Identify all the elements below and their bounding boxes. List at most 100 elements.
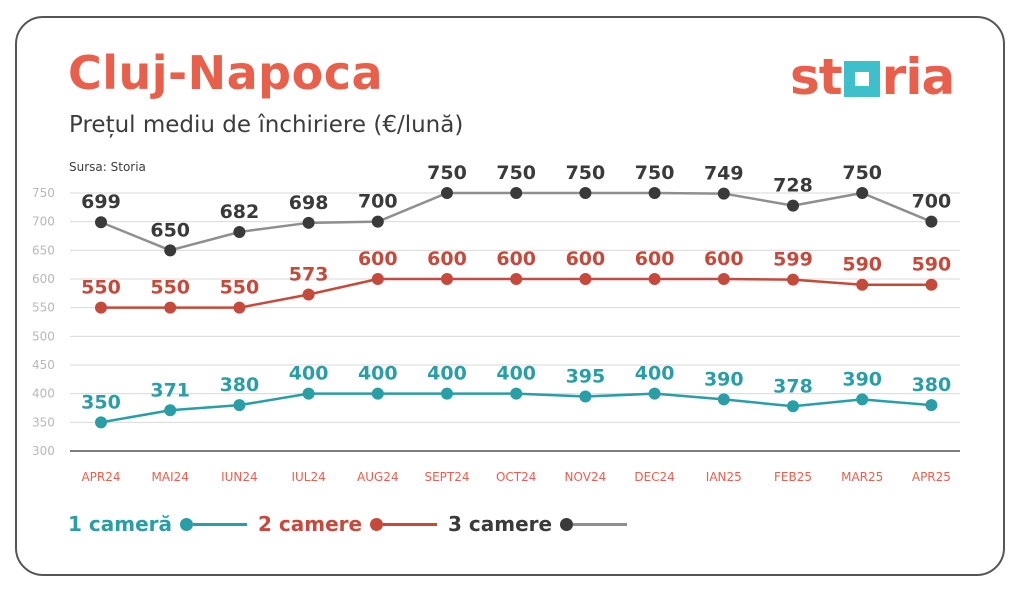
data-label-two-rooms: 600: [635, 248, 675, 270]
point-three-rooms: [925, 215, 938, 228]
point-one-room: [579, 390, 592, 403]
data-label-two-rooms: 600: [427, 248, 467, 270]
data-label-one-room: 395: [566, 366, 606, 388]
data-label-one-room: 400: [289, 363, 329, 385]
point-two-rooms: [95, 301, 107, 314]
point-one-room: [648, 387, 661, 400]
legend-label-two-rooms: 2 camere: [258, 512, 363, 536]
point-two-rooms: [579, 273, 592, 285]
y-tick-label: 600: [32, 272, 55, 286]
data-label-two-rooms: 599: [773, 249, 813, 271]
data-label-three-rooms: 699: [81, 191, 121, 213]
storia-logo: st ria: [790, 48, 956, 106]
point-two-rooms: [856, 278, 869, 291]
legend-marker-one-room: [180, 517, 193, 531]
x-tick-label: FEB25: [774, 470, 812, 484]
data-label-three-rooms: 750: [635, 162, 675, 184]
point-one-room: [510, 387, 523, 400]
x-tick-label: APR25: [912, 470, 951, 484]
point-one-room: [371, 387, 384, 400]
y-tick-label: 450: [32, 358, 55, 372]
x-tick-label: AUG24: [357, 470, 399, 484]
point-three-rooms: [787, 199, 799, 212]
legend-line-three-rooms: [573, 522, 628, 526]
point-three-rooms: [579, 187, 592, 199]
legend-marker-three-rooms: [560, 517, 574, 531]
point-one-room: [856, 393, 869, 406]
point-two-rooms: [302, 288, 315, 301]
data-label-one-room: 380: [220, 374, 260, 396]
y-tick-label: 300: [32, 444, 55, 458]
point-two-rooms: [925, 278, 938, 291]
data-label-one-room: 400: [635, 363, 675, 385]
logo-text-start: st: [790, 48, 843, 106]
point-two-rooms: [510, 273, 523, 285]
point-three-rooms: [856, 187, 869, 199]
x-tick-label: IAN25: [706, 470, 742, 484]
data-label-one-room: 400: [496, 363, 536, 385]
data-label-three-rooms: 749: [704, 163, 744, 185]
x-tick-label: NOV24: [565, 470, 607, 484]
legend-two-rooms: 2 camere: [258, 512, 438, 536]
data-label-three-rooms: 750: [842, 162, 882, 184]
legend-three-rooms: 3 camere: [448, 512, 628, 536]
point-one-room: [233, 399, 246, 412]
legend-label-one-room: 1 cameră: [68, 512, 172, 536]
data-label-two-rooms: 573: [289, 263, 329, 285]
data-label-one-room: 390: [704, 368, 744, 390]
point-one-room: [302, 387, 315, 400]
data-label-two-rooms: 590: [912, 254, 952, 276]
x-tick-label: DEC24: [634, 470, 674, 484]
point-two-rooms: [717, 273, 730, 285]
y-tick-label: 700: [32, 215, 55, 229]
x-tick-label: OCT24: [496, 470, 536, 484]
point-one-room: [787, 400, 799, 413]
point-three-rooms: [717, 187, 730, 200]
data-label-one-room: 380: [912, 374, 952, 396]
y-tick-label: 350: [32, 415, 55, 429]
x-tick-label: IUN24: [221, 470, 258, 484]
point-three-rooms: [164, 244, 177, 257]
point-three-rooms: [233, 225, 246, 238]
point-one-room: [717, 393, 730, 406]
point-one-room: [164, 404, 177, 417]
data-label-one-room: 378: [773, 375, 813, 397]
data-label-three-rooms: 750: [496, 162, 536, 184]
x-tick-label: IUL24: [291, 470, 325, 484]
legend-marker-two-rooms: [370, 517, 384, 531]
data-label-two-rooms: 550: [81, 277, 121, 299]
point-two-rooms: [648, 273, 661, 285]
legend-line-two-rooms: [383, 522, 438, 526]
legend-line-one-room: [193, 522, 247, 526]
data-label-one-room: 400: [358, 363, 398, 385]
chart-subtitle: Prețul mediu de închiriere (€/lună): [69, 112, 464, 138]
data-label-three-rooms: 698: [289, 192, 329, 214]
point-two-rooms: [233, 301, 246, 314]
y-tick-label: 750: [32, 186, 55, 200]
x-tick-label: MAI24: [152, 470, 189, 484]
point-two-rooms: [441, 273, 453, 285]
data-label-three-rooms: 700: [358, 191, 398, 213]
data-label-three-rooms: 650: [150, 219, 190, 241]
y-tick-label: 550: [32, 301, 55, 315]
data-label-two-rooms: 600: [358, 248, 398, 270]
logo-text-end: ria: [881, 48, 956, 106]
chart-card: [15, 16, 1005, 576]
x-tick-label: SEPT24: [424, 470, 469, 484]
legend-one-room: 1 cameră: [68, 512, 247, 536]
point-three-rooms: [371, 215, 384, 228]
data-label-one-room: 400: [427, 363, 467, 385]
y-tick-label: 500: [32, 329, 55, 343]
point-three-rooms: [95, 216, 107, 229]
data-label-two-rooms: 600: [704, 248, 744, 270]
data-label-three-rooms: 700: [912, 191, 952, 213]
data-label-two-rooms: 600: [566, 248, 606, 270]
y-tick-label: 650: [32, 243, 55, 257]
point-three-rooms: [441, 187, 453, 199]
point-two-rooms: [164, 301, 177, 314]
point-two-rooms: [787, 273, 799, 286]
y-tick-label: 400: [32, 387, 55, 401]
source-note: Sursa: Storia: [69, 160, 146, 174]
point-three-rooms: [302, 216, 315, 229]
